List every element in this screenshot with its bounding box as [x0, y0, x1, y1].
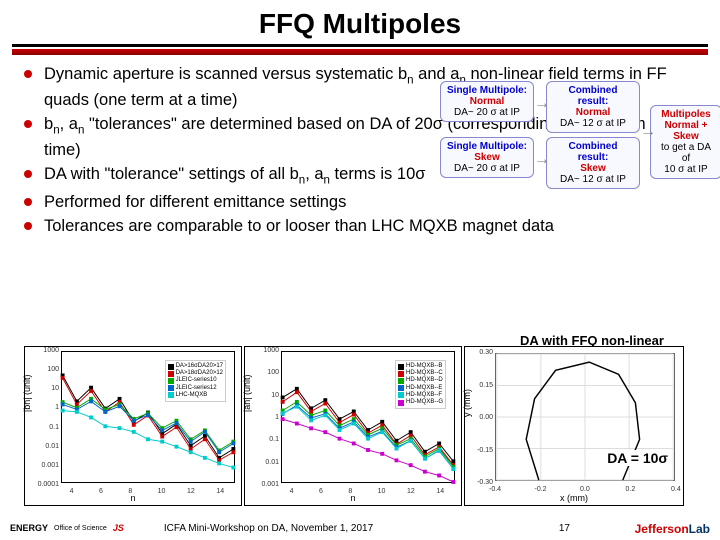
legend: HD-MQXB--BHD-MQXB--CHD-MQXB--DHD-MQXB--E…: [395, 360, 446, 409]
y-axis-label: y (mm): [462, 389, 472, 417]
content-area: Dynamic aperture is scanned versus syste…: [0, 63, 720, 540]
flow-label: DA~ 12 σ at IP: [553, 174, 633, 185]
arrow-icon: →: [534, 151, 550, 169]
da-annotation: DA = 10σ: [605, 450, 670, 466]
title-underline: [12, 44, 708, 47]
footer-logos: ENERGY Office of Science JS: [10, 523, 124, 533]
flow-label: to get a DA of: [657, 142, 715, 164]
flow-box-single-skew: Single Multipole: Skew DA~ 20 σ at IP: [440, 137, 534, 178]
flow-box-single-normal: Single Multipole: Normal DA~ 20 σ at IP: [440, 81, 534, 122]
arrow-icon: →: [534, 95, 550, 113]
flow-label: Normal: [447, 96, 527, 107]
legend: DA>16σDA20>17DA>18σDA20>12JLEIC-series10…: [165, 360, 226, 402]
bullet-item: Performed for different emittance settin…: [24, 191, 696, 213]
flow-label: Multipoles Normal + Skew: [657, 109, 715, 142]
footer-text: ICFA Mini-Workshop on DA, November 1, 20…: [164, 523, 373, 534]
plot-area: DA>16σDA20>17DA>18σDA20>12JLEIC-series10…: [61, 351, 235, 483]
flow-label: DA~ 20 σ at IP: [447, 107, 527, 118]
energy-logo: ENERGY: [10, 523, 48, 533]
chart-an: |an| (unit) n HD-MQXB--BHD-MQXB--CHD-MQX…: [244, 346, 462, 506]
chart-bn: |bn| (unit) n DA>16σDA20>17DA>18σDA20>12…: [24, 346, 242, 506]
flow-label: Single Multipole:: [447, 141, 527, 152]
arrow-icon: →: [640, 123, 656, 141]
bullet-item: Tolerances are comparable to or looser t…: [24, 215, 696, 237]
charts-row: |bn| (unit) n DA>16σDA20>17DA>18σDA20>12…: [24, 346, 684, 506]
flow-label: Combined result:: [553, 85, 633, 107]
flow-label: Skew: [553, 163, 633, 174]
flow-box-final: Multipoles Normal + Skew to get a DA of …: [650, 105, 720, 179]
page-number: 17: [559, 523, 570, 534]
flow-label: Skew: [447, 152, 527, 163]
flow-box-combined-skew: Combined result: Skew DA~ 12 σ at IP: [546, 137, 640, 189]
flow-label: Combined result:: [553, 141, 633, 163]
chart-da: y (mm) x (mm) 0.300.150.00-0.15-0.30-0.4…: [464, 346, 684, 506]
plot-area: HD-MQXB--BHD-MQXB--CHD-MQXB--DHD-MQXB--E…: [281, 351, 455, 483]
slide-title: FFQ Multipoles: [0, 0, 720, 44]
js-logo: JS: [113, 523, 124, 533]
accent-bar: [12, 49, 708, 55]
jlab-logo-part: Lab: [689, 522, 710, 536]
flow-box-combined-normal: Combined result: Normal DA~ 12 σ at IP: [546, 81, 640, 133]
flow-label: Normal: [553, 107, 633, 118]
office-science-logo: Office of Science: [54, 525, 107, 532]
flow-label: DA~ 20 σ at IP: [447, 163, 527, 174]
footer: ENERGY Office of Science JS ICFA Mini-Wo…: [0, 516, 720, 540]
flow-label: DA~ 12 σ at IP: [553, 118, 633, 129]
flow-label: 10 σ at IP: [657, 164, 715, 175]
y-axis-label: |bn| (unit): [22, 374, 32, 412]
x-axis-label: x (mm): [560, 493, 588, 503]
y-axis-label: |an| (unit): [242, 374, 252, 412]
flow-label: Single Multipole:: [447, 85, 527, 96]
jlab-logo: JeffersonLab: [635, 522, 710, 536]
jlab-logo-part: Jefferson: [635, 522, 689, 536]
